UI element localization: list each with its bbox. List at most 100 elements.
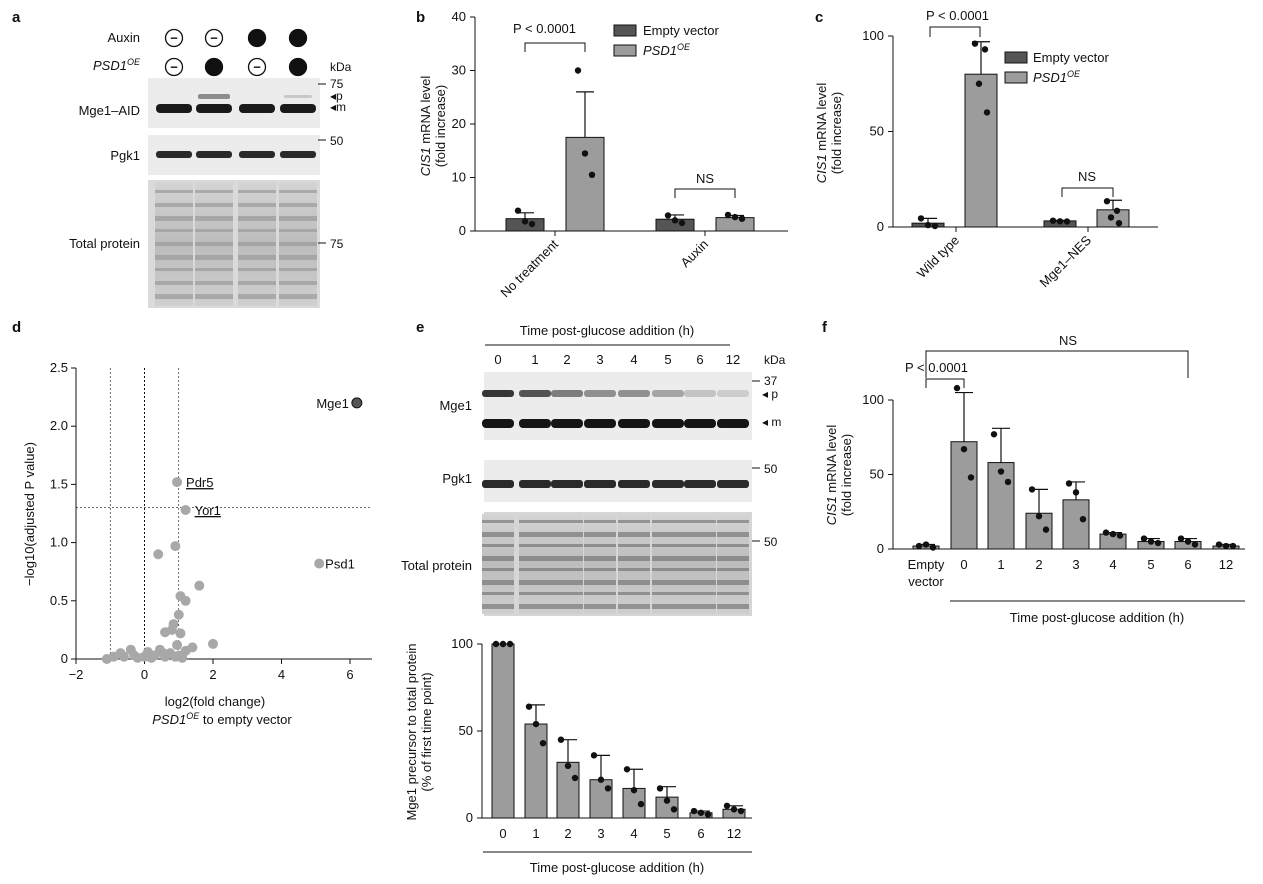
- e-lane-band-4-7: [618, 604, 650, 609]
- e-bar-7-point-2: [737, 807, 745, 815]
- c-legend-ev: Empty vector: [1033, 50, 1110, 65]
- b-ylabel2: (fold increase): [433, 85, 448, 167]
- e-lane-band-5-4: [652, 568, 684, 571]
- b-ylabel-text: mRNA level: [418, 76, 433, 148]
- b-bracket-ns: [674, 188, 736, 198]
- psd1-sign-text-1: +: [210, 60, 218, 75]
- a-lane-band-0-4: [155, 242, 193, 246]
- e-lane-band-5-1: [652, 532, 684, 537]
- e-band-m-0: [482, 419, 514, 428]
- e-ytick-label-2: 100: [451, 636, 473, 651]
- b-bar-0-0-point-1: [521, 218, 529, 225]
- e-lane-band-3-3: [584, 556, 616, 561]
- e-lane-band-6-5: [684, 580, 716, 585]
- e-lane-band-0-6: [482, 592, 514, 595]
- e-band-m-4: [618, 419, 650, 428]
- b-bar-0-1-point-2: [588, 171, 596, 179]
- pgk1-label-e: Pgk1: [442, 471, 472, 486]
- c-bar-1-1-point-3: [1115, 219, 1123, 227]
- e-lane-band-0-3: [482, 556, 514, 561]
- f-ylabel-text: mRNA level: [824, 425, 839, 497]
- d-label-2: Yor1: [195, 503, 221, 518]
- e-band-pgk1-2: [551, 480, 583, 488]
- e-lane-band-3-1: [584, 532, 616, 537]
- b-pvalue: P < 0.0001: [513, 21, 576, 36]
- b-legend-psd: PSD1OE: [643, 42, 691, 58]
- a-band-m-2: [239, 104, 275, 113]
- f-ytick-label-2: 100: [862, 392, 884, 407]
- e-xtick-label-4: 4: [630, 826, 637, 841]
- d-xlabel: log2(fold change): [165, 694, 265, 709]
- a-lane-band-2-0: [238, 190, 276, 193]
- e-xtick-label-1: 1: [532, 826, 539, 841]
- d-point-9: [160, 627, 171, 638]
- e-bar-7-point-0: [723, 802, 731, 810]
- auxin-sign-2: [247, 28, 267, 48]
- e-bar-0-point-1: [499, 640, 507, 648]
- e-bar-0: [491, 643, 515, 819]
- e-lane-band-2-7: [551, 604, 583, 609]
- a-lane-band-2-4: [238, 242, 276, 246]
- b-legend-swatch-ev: [613, 24, 637, 37]
- b-bar-1-1-point-1: [731, 213, 739, 221]
- f-bar-0-point-1: [922, 541, 930, 548]
- a-lane-band-3-4: [279, 242, 317, 246]
- a-lane-band-2-2: [238, 216, 276, 221]
- e-xtick-label-5: 5: [663, 826, 670, 841]
- psd1-sign-text-3: +: [294, 60, 302, 75]
- e-blot-header: Time post-glucose addition (h): [520, 323, 694, 338]
- d-labelled-point-3: [314, 558, 325, 569]
- a-lane-band-1-4: [195, 242, 233, 246]
- d-point-24: [125, 644, 136, 655]
- a-lane-band-1-2: [195, 216, 233, 221]
- e-bar-5-point-2: [670, 806, 678, 813]
- f-bar-6-point-2: [1154, 539, 1162, 547]
- psd1oe-row-label: PSD1OE: [93, 57, 141, 73]
- psd1-sign-text-2: −: [253, 60, 261, 75]
- band-p-a: ◂p: [330, 89, 343, 103]
- total-protein-label-e: Total protein: [401, 558, 472, 573]
- b-ytick-label-4: 40: [452, 9, 466, 24]
- e-xtick-label-3: 3: [597, 826, 604, 841]
- b-bar-1-0-point-2: [678, 219, 686, 227]
- auxin-row-label: Auxin: [107, 30, 140, 45]
- e-bar-3-point-1: [597, 776, 605, 783]
- a-band-m-0: [156, 104, 192, 113]
- e-band-pgk1-0: [482, 480, 514, 488]
- f-bar-2-point-1: [997, 468, 1005, 475]
- f-ns: NS: [1059, 333, 1077, 348]
- marker-50-e1: 50: [764, 462, 778, 476]
- c-bar-1-1-point-1: [1113, 207, 1121, 214]
- marker-75-bottom: 75: [330, 237, 344, 251]
- f-bar-0-point-2: [929, 544, 937, 551]
- e-band-p-0: [482, 390, 514, 397]
- e-lane-total-2: [551, 514, 583, 614]
- a-band-m-3: [280, 104, 316, 113]
- c-xtick-label-1: Mge1–NES: [1037, 232, 1095, 290]
- auxin-sign-text-3: +: [294, 31, 302, 46]
- e-lane-band-4-6: [618, 592, 650, 595]
- e-lane-band-3-7: [584, 604, 616, 609]
- a-lane-band-0-8: [155, 294, 193, 299]
- e-blot-time-2: 2: [563, 352, 570, 367]
- f-bar-1-point-0: [953, 384, 961, 392]
- d-point-27: [165, 648, 176, 659]
- d-point-26: [154, 644, 165, 655]
- pgk1-label-a: Pgk1: [110, 148, 140, 163]
- e-bar-1: [524, 723, 548, 819]
- d-labelled-point-0: [351, 397, 363, 409]
- d-xtick-label-4: 6: [346, 667, 353, 682]
- e-bar-0-point-0: [492, 640, 500, 648]
- e-band-p-5: [652, 390, 684, 397]
- c-bar-1-0-point-1: [1056, 218, 1064, 225]
- e-lane-band-4-3: [618, 556, 650, 561]
- a-lane-band-2-7: [238, 281, 276, 285]
- a-lane-band-3-0: [279, 190, 317, 193]
- d-ytick-label-4: 2.0: [50, 418, 68, 433]
- d-ytick-label-1: 0.5: [50, 593, 68, 608]
- f-bar-1-point-2: [967, 474, 975, 481]
- c-bar-1-0-point-0: [1049, 217, 1057, 224]
- a-lane-band-1-5: [195, 255, 233, 260]
- e-band-pgk1-6: [684, 480, 716, 488]
